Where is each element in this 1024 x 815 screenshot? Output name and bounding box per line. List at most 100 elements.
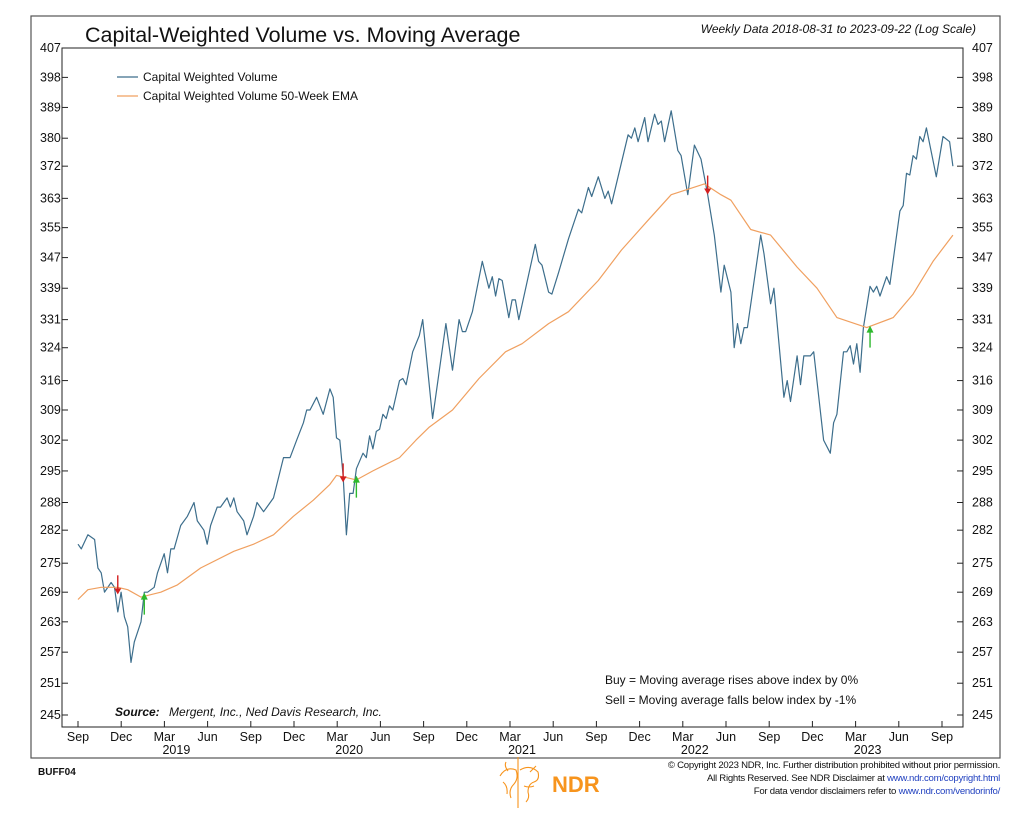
sell-arrow-head xyxy=(114,588,122,595)
x-tick-label: Jun xyxy=(370,730,390,744)
y-tick-label-left: 275 xyxy=(40,556,61,570)
copyright-link[interactable]: www.ndr.com/copyright.html xyxy=(886,773,1000,784)
y-tick-label-left: 407 xyxy=(40,41,61,55)
y-tick-label-right: 288 xyxy=(972,496,993,510)
sell-signal-arrow-icon xyxy=(114,575,122,595)
ndr-brand-text: NDR xyxy=(552,772,600,797)
sell-arrow-head xyxy=(704,188,712,195)
y-tick-label-right: 309 xyxy=(972,403,993,417)
vendor-text: For data vendor disclaimers refer to www… xyxy=(754,786,1001,797)
x-tick-label: Sep xyxy=(758,730,780,744)
y-tick-label-right: 269 xyxy=(972,585,993,599)
copyright-text: © Copyright 2023 NDR, Inc. Further distr… xyxy=(668,760,1000,771)
footer-legal: © Copyright 2023 NDR, Inc. Further distr… xyxy=(668,760,1001,797)
x-tick-label: Sep xyxy=(67,730,89,744)
y-tick-label-right: 324 xyxy=(972,341,993,355)
plot-area xyxy=(61,47,964,728)
y-tick-label-right: 339 xyxy=(972,281,993,295)
y-tick-label-left: 288 xyxy=(40,496,61,510)
buy-arrow-head xyxy=(866,325,874,333)
x-year-label: 2020 xyxy=(335,743,363,757)
buy-signal-arrow-icon xyxy=(866,325,874,348)
buy-rule-note: Buy = Moving average rises above index b… xyxy=(605,673,858,687)
x-tick-label: Dec xyxy=(628,730,650,744)
x-year-label: 2019 xyxy=(162,743,190,757)
x-year-label: 2022 xyxy=(681,743,709,757)
x-tick-label: Dec xyxy=(110,730,132,744)
chart-subtitle: Weekly Data 2018-08-31 to 2023-09-22 (Lo… xyxy=(701,22,976,36)
legend-label-ema: Capital Weighted Volume 50-Week EMA xyxy=(143,89,358,103)
x-tick-label: Dec xyxy=(283,730,305,744)
y-tick-label-left: 245 xyxy=(40,708,61,722)
buy-signal-arrow-icon xyxy=(352,475,360,498)
bull-bear-logo-icon xyxy=(499,757,540,808)
y-tick-label-right: 282 xyxy=(972,523,993,537)
y-tick-label-right: 257 xyxy=(972,645,993,659)
signal-arrows xyxy=(114,175,874,615)
y-tick-label-right: 355 xyxy=(972,221,993,235)
y-tick-label-right: 363 xyxy=(972,191,993,205)
series-line-ema xyxy=(77,183,954,600)
y-tick-label-left: 295 xyxy=(40,464,61,478)
rights-prefix: All Rights Reserved. See NDR Disclaimer … xyxy=(707,773,887,784)
source-note: Source: Mergent, Inc., Ned Davis Researc… xyxy=(115,705,382,719)
x-tick-label: Dec xyxy=(456,730,478,744)
chart-title: Capital-Weighted Volume vs. Moving Avera… xyxy=(85,23,520,47)
x-year-label: 2023 xyxy=(854,743,882,757)
x-tick-label: Jun xyxy=(716,730,736,744)
y-tick-label-left: 339 xyxy=(40,281,61,295)
buy-arrow-head xyxy=(140,592,148,600)
y-tick-label-right: 275 xyxy=(972,556,993,570)
x-tick-label: Mar xyxy=(845,730,867,744)
x-tick-label: Mar xyxy=(672,730,694,744)
y-tick-label-left: 380 xyxy=(40,131,61,145)
buy-arrow-head xyxy=(352,475,360,483)
x-tick-label: Sep xyxy=(931,730,953,744)
sell-signal-arrow-icon xyxy=(339,463,347,483)
y-tick-label-left: 282 xyxy=(40,523,61,537)
sell-signal-arrow-icon xyxy=(704,175,712,195)
x-tick-label: Jun xyxy=(198,730,218,744)
x-tick-label: Mar xyxy=(499,730,521,744)
y-tick-label-right: 316 xyxy=(972,374,993,388)
sell-arrow-head xyxy=(339,476,347,483)
vendor-prefix: For data vendor disclaimers refer to xyxy=(754,786,899,797)
series-lines xyxy=(77,110,954,663)
y-tick-label-left: 263 xyxy=(40,615,61,629)
y-tick-label-left: 363 xyxy=(40,191,61,205)
x-tick-label: Jun xyxy=(889,730,909,744)
x-tick-label: Sep xyxy=(412,730,434,744)
x-tick-label: Sep xyxy=(240,730,262,744)
series-line-cwv xyxy=(77,110,954,663)
y-tick-label-right: 372 xyxy=(972,159,993,173)
y-tick-label-right: 251 xyxy=(972,676,993,690)
y-tick-label-right: 398 xyxy=(972,70,993,84)
y-tick-label-left: 269 xyxy=(40,585,61,599)
buy-signal-arrow-icon xyxy=(140,592,148,615)
y-tick-label-right: 263 xyxy=(972,615,993,629)
y-tick-label-left: 389 xyxy=(40,100,61,114)
x-axis-ticks: Sep Dec Mar Jun Sep Dec Mar Jun Sep Dec Mar Jun Sep D… xyxy=(67,721,953,757)
source-label: Source: xyxy=(115,705,160,719)
chart-code: BUFF04 xyxy=(38,767,76,778)
y-tick-label-left: 355 xyxy=(40,221,61,235)
source-text: Mergent, Inc., Ned Davis Research, Inc. xyxy=(169,705,382,719)
y-tick-label-left: 398 xyxy=(40,70,61,84)
y-tick-label-right: 331 xyxy=(972,313,993,327)
y-tick-label-left: 372 xyxy=(40,159,61,173)
rights-text: All Rights Reserved. See NDR Disclaimer … xyxy=(707,773,1000,784)
ndr-logo: NDR xyxy=(499,757,600,808)
y-tick-label-left: 302 xyxy=(40,433,61,447)
y-tick-label-left: 316 xyxy=(40,374,61,388)
sell-rule-note: Sell = Moving average falls below index … xyxy=(605,693,856,707)
x-tick-label: Dec xyxy=(801,730,823,744)
x-tick-label: Mar xyxy=(326,730,348,744)
vendor-link[interactable]: www.ndr.com/vendorinfo/ xyxy=(898,786,1001,797)
y-tick-label-left: 331 xyxy=(40,313,61,327)
y-axis-ticks: 407 407 398 398 389 389 380 380 372 372 363 363 355 3… xyxy=(40,41,993,722)
legend: Capital Weighted Volume Capital Weighted… xyxy=(117,70,358,103)
y-tick-label-left: 309 xyxy=(40,403,61,417)
y-tick-label-right: 302 xyxy=(972,433,993,447)
y-tick-label-left: 251 xyxy=(40,676,61,690)
